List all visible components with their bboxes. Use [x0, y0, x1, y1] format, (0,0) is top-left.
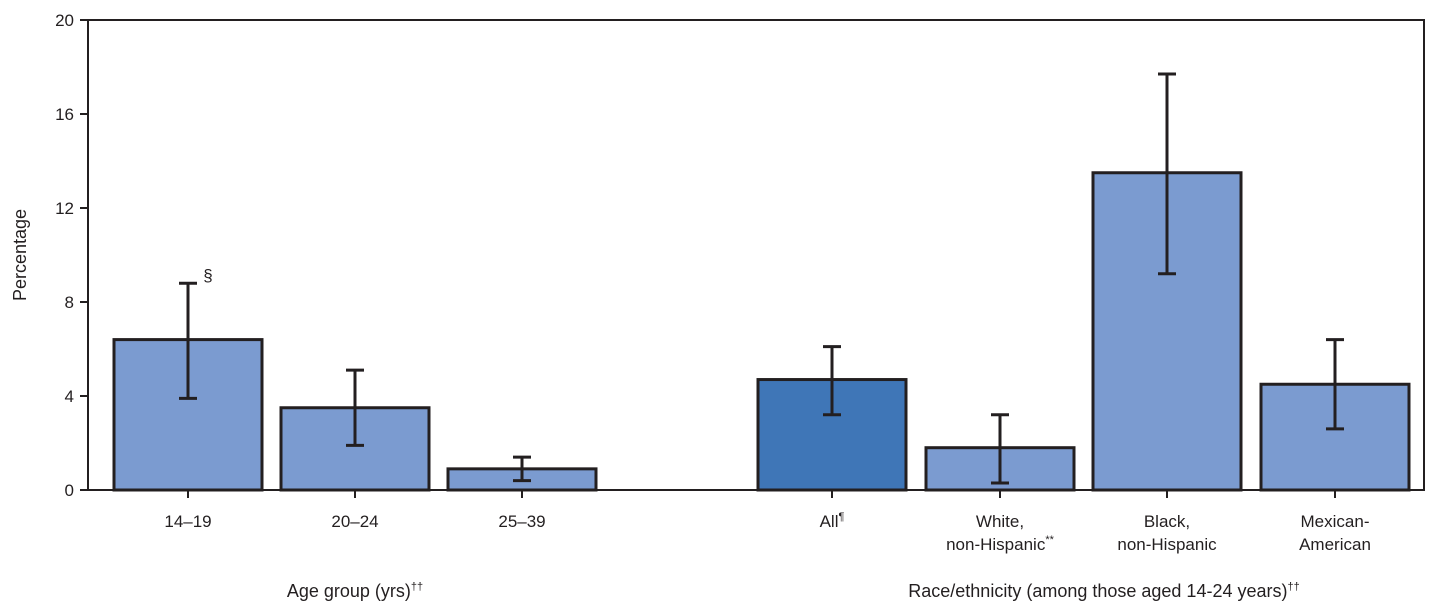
category-label-3-line1-text: 25–39 [498, 512, 545, 531]
category-label-4-line1-superscript: ¶ [838, 511, 844, 523]
category-label-7-line1-text: Mexican- [1301, 512, 1370, 531]
category-label-5-line1: White, [976, 512, 1024, 531]
y-tick-label: 12 [55, 199, 74, 218]
category-label-7-line2: American [1299, 535, 1371, 554]
y-tick-label: 20 [55, 11, 74, 30]
category-label-1-line1-text: 14–19 [164, 512, 211, 531]
category-label-4-line1-text: All [820, 512, 839, 531]
footnote-marker: § [203, 266, 212, 285]
y-tick-label: 16 [55, 105, 74, 124]
category-label-2-line1: 20–24 [331, 512, 378, 531]
category-label-3-line1: 25–39 [498, 512, 545, 531]
y-tick-label: 8 [65, 293, 74, 312]
group-label-1: Age group (yrs)†† [287, 581, 423, 601]
category-label-6-line2-text: non-Hispanic [1117, 535, 1217, 554]
group-label-2: Race/ethnicity (among those aged 14-24 y… [908, 581, 1299, 601]
category-label-6-line2: non-Hispanic [1117, 535, 1217, 554]
error-bar-7 [1326, 338, 1344, 431]
category-label-1-line1: 14–19 [164, 512, 211, 531]
category-label-2-line1-text: 20–24 [331, 512, 378, 531]
error-bar-2 [346, 368, 364, 447]
plot-frame [87, 19, 1425, 491]
error-bar-5 [991, 413, 1009, 485]
y-tick-label: 4 [65, 387, 74, 406]
category-label-7-line1: Mexican- [1301, 512, 1370, 531]
group-label-1-superscript: †† [411, 581, 423, 593]
category-label-5-line2: non-Hispanic** [946, 534, 1055, 554]
error-bar-6 [1158, 72, 1176, 276]
category-label-5-line2-text: non-Hispanic [946, 535, 1046, 554]
category-label-6-line1-text: Black, [1144, 512, 1190, 531]
y-axis-label: Percentage [10, 209, 30, 301]
group-label-2-superscript: †† [1287, 581, 1299, 593]
error-bar-3 [513, 455, 531, 483]
group-label-2-text: Race/ethnicity (among those aged 14-24 y… [908, 581, 1287, 601]
group-label-1-text: Age group (yrs) [287, 581, 411, 601]
category-label-5-line2-superscript: ** [1045, 534, 1054, 546]
y-tick-label: 0 [65, 481, 74, 500]
category-label-7-line2-text: American [1299, 535, 1371, 554]
category-label-6-line1: Black, [1144, 512, 1190, 531]
error-bar-4 [823, 345, 841, 417]
error-bar-1 [179, 281, 197, 400]
category-label-4-line1: All¶ [820, 511, 845, 531]
category-label-5-line1-text: White, [976, 512, 1024, 531]
bar-1 [112, 338, 264, 492]
